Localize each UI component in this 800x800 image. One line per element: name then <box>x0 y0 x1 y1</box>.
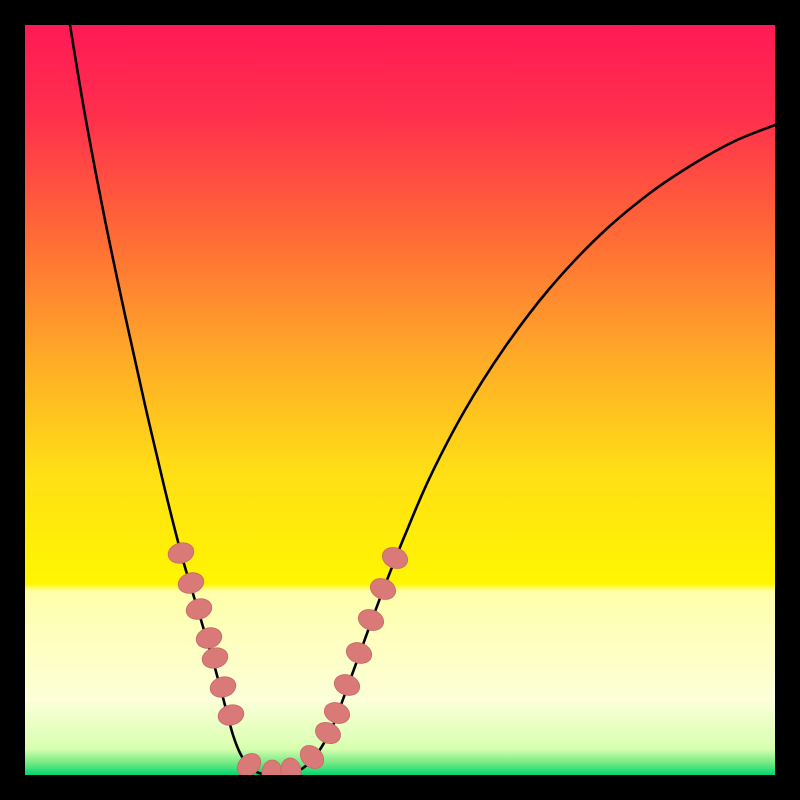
figure-root: TheBottleneck.com <box>0 0 800 800</box>
chart-svg <box>0 0 800 800</box>
plot-background <box>25 25 775 775</box>
